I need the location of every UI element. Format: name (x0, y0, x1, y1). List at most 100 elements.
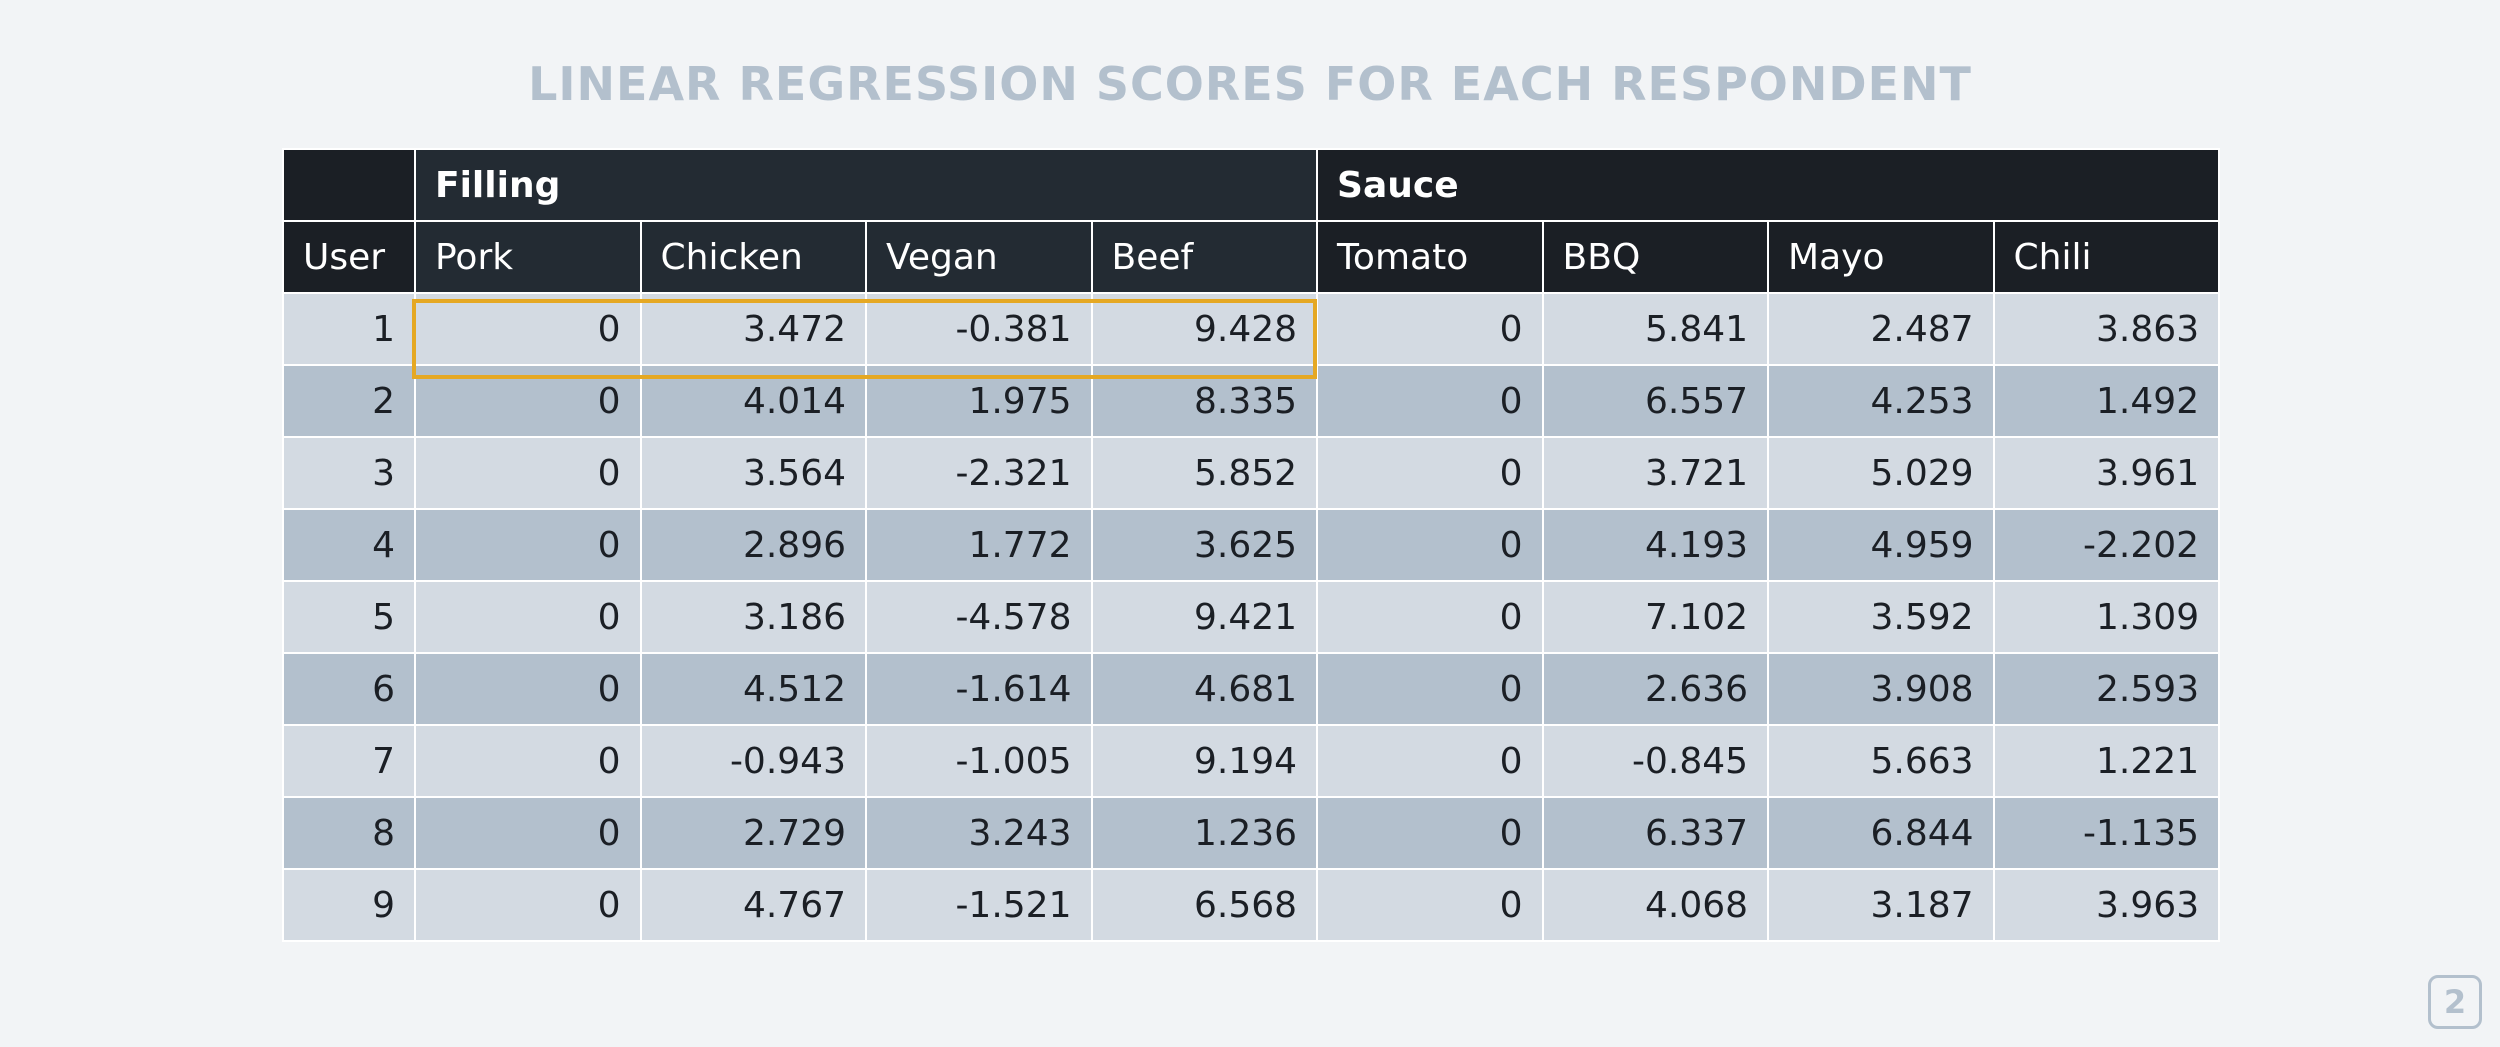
cell-pork: 0 (414, 580, 642, 654)
cell-bbq: 5.841 (1541, 292, 1770, 366)
cell-beef: 9.421 (1090, 580, 1319, 654)
cell-tomato: 0 (1316, 292, 1544, 366)
cell-vegan: -1.614 (865, 652, 1093, 726)
cell-bbq: 3.721 (1541, 436, 1770, 510)
cell-bbq: 7.102 (1541, 580, 1770, 654)
cell-mayo: 4.959 (1767, 508, 1995, 582)
cell-mayo: 5.029 (1767, 436, 1995, 510)
column-header-mayo: Mayo (1767, 220, 1995, 294)
cell-tomato: 0 (1316, 868, 1544, 942)
regression-scores-table: Filling Sauce User Pork Chicken Vegan Be… (282, 148, 2221, 942)
cell-tomato: 0 (1316, 508, 1544, 582)
cell-user: 7 (282, 724, 416, 798)
cell-chili: -1.135 (1992, 796, 2221, 870)
table-row: 3 0 3.564 -2.321 5.852 0 3.721 5.029 3.9… (282, 436, 2221, 510)
column-header-pork: Pork (414, 220, 642, 294)
cell-mayo: 3.908 (1767, 652, 1995, 726)
group-header-blank (282, 148, 416, 222)
cell-chicken: 2.896 (639, 508, 867, 582)
cell-chili: 3.961 (1992, 436, 2221, 510)
cell-mayo: 2.487 (1767, 292, 1995, 366)
cell-mayo: 3.592 (1767, 580, 1995, 654)
cell-chicken: 4.767 (639, 868, 867, 942)
cell-chili: -2.202 (1992, 508, 2221, 582)
cell-bbq: -0.845 (1541, 724, 1770, 798)
page-number-badge: 2 (2428, 975, 2482, 1029)
column-header-bbq: BBQ (1541, 220, 1770, 294)
cell-beef: 4.681 (1090, 652, 1319, 726)
slide-title: LINEAR REGRESSION SCORES FOR EACH RESPON… (528, 57, 1972, 111)
cell-user: 4 (282, 508, 416, 582)
cell-chili: 1.492 (1992, 364, 2221, 438)
column-header-row: User Pork Chicken Vegan Beef Tomato BBQ … (282, 220, 2221, 294)
cell-vegan: 1.772 (865, 508, 1093, 582)
cell-chicken: 3.186 (639, 580, 867, 654)
table-row: 6 0 4.512 -1.614 4.681 0 2.636 3.908 2.5… (282, 652, 2221, 726)
table-row: 7 0 -0.943 -1.005 9.194 0 -0.845 5.663 1… (282, 724, 2221, 798)
table-row: 4 0 2.896 1.772 3.625 0 4.193 4.959 -2.2… (282, 508, 2221, 582)
cell-pork: 0 (414, 796, 642, 870)
cell-user: 1 (282, 292, 416, 366)
table-row: 9 0 4.767 -1.521 6.568 0 4.068 3.187 3.9… (282, 868, 2221, 942)
cell-chicken: 2.729 (639, 796, 867, 870)
cell-bbq: 2.636 (1541, 652, 1770, 726)
cell-bbq: 4.193 (1541, 508, 1770, 582)
cell-vegan: 1.975 (865, 364, 1093, 438)
cell-tomato: 0 (1316, 436, 1544, 510)
cell-chicken: -0.943 (639, 724, 867, 798)
cell-user: 8 (282, 796, 416, 870)
cell-vegan: -4.578 (865, 580, 1093, 654)
cell-bbq: 4.068 (1541, 868, 1770, 942)
cell-beef: 6.568 (1090, 868, 1319, 942)
cell-user: 3 (282, 436, 416, 510)
cell-chili: 1.221 (1992, 724, 2221, 798)
cell-pork: 0 (414, 652, 642, 726)
cell-chili: 1.309 (1992, 580, 2221, 654)
cell-beef: 9.428 (1090, 292, 1319, 366)
cell-chicken: 3.472 (639, 292, 867, 366)
cell-pork: 0 (414, 508, 642, 582)
cell-user: 6 (282, 652, 416, 726)
table-row: 8 0 2.729 3.243 1.236 0 6.337 6.844 -1.1… (282, 796, 2221, 870)
cell-vegan: 3.243 (865, 796, 1093, 870)
table-row: 2 0 4.014 1.975 8.335 0 6.557 4.253 1.49… (282, 364, 2221, 438)
cell-beef: 8.335 (1090, 364, 1319, 438)
cell-vegan: -1.005 (865, 724, 1093, 798)
cell-user: 2 (282, 364, 416, 438)
cell-bbq: 6.337 (1541, 796, 1770, 870)
table-row: 1 0 3.472 -0.381 9.428 0 5.841 2.487 3.8… (282, 292, 2221, 366)
table-row: 5 0 3.186 -4.578 9.421 0 7.102 3.592 1.3… (282, 580, 2221, 654)
cell-chili: 3.863 (1992, 292, 2221, 366)
cell-beef: 5.852 (1090, 436, 1319, 510)
cell-chili: 3.963 (1992, 868, 2221, 942)
column-header-user: User (282, 220, 416, 294)
cell-beef: 1.236 (1090, 796, 1319, 870)
column-header-chili: Chili (1992, 220, 2221, 294)
group-header-row: Filling Sauce (282, 148, 2221, 222)
cell-pork: 0 (414, 364, 642, 438)
column-header-beef: Beef (1090, 220, 1319, 294)
cell-tomato: 0 (1316, 724, 1544, 798)
column-header-chicken: Chicken (639, 220, 867, 294)
cell-vegan: -2.321 (865, 436, 1093, 510)
group-header-sauce: Sauce (1316, 148, 2221, 222)
cell-mayo: 5.663 (1767, 724, 1995, 798)
column-header-vegan: Vegan (865, 220, 1093, 294)
cell-tomato: 0 (1316, 364, 1544, 438)
cell-tomato: 0 (1316, 796, 1544, 870)
cell-pork: 0 (414, 436, 642, 510)
cell-beef: 3.625 (1090, 508, 1319, 582)
cell-pork: 0 (414, 724, 642, 798)
cell-vegan: -1.521 (865, 868, 1093, 942)
cell-bbq: 6.557 (1541, 364, 1770, 438)
cell-beef: 9.194 (1090, 724, 1319, 798)
cell-mayo: 4.253 (1767, 364, 1995, 438)
cell-pork: 0 (414, 868, 642, 942)
cell-vegan: -0.381 (865, 292, 1093, 366)
group-header-filling: Filling (413, 148, 1319, 222)
cell-mayo: 6.844 (1767, 796, 1995, 870)
cell-chicken: 4.512 (639, 652, 867, 726)
cell-tomato: 0 (1316, 580, 1544, 654)
cell-chicken: 3.564 (639, 436, 867, 510)
cell-pork: 0 (414, 292, 642, 366)
